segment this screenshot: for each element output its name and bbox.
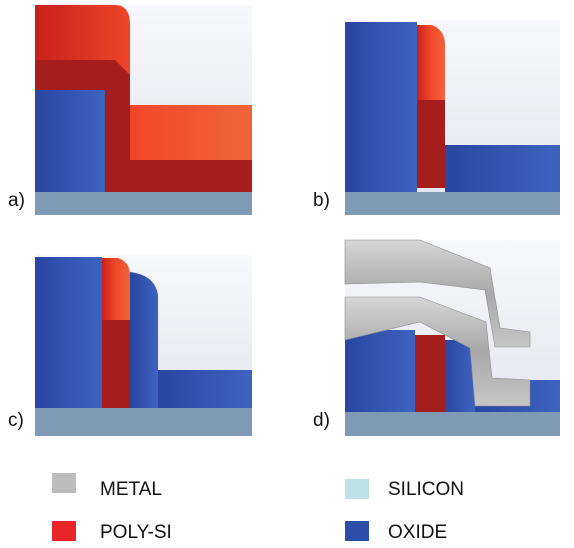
panel-a bbox=[35, 5, 252, 215]
panel-label: b) bbox=[313, 190, 330, 211]
panel-d bbox=[344, 239, 560, 436]
legend-swatch bbox=[345, 521, 369, 541]
legend-label: OXIDE bbox=[388, 522, 447, 543]
panel-label: d) bbox=[313, 410, 330, 431]
panel-c bbox=[35, 255, 252, 436]
panel-b bbox=[345, 20, 560, 215]
panel-label: a) bbox=[8, 190, 25, 211]
legend-swatch bbox=[52, 521, 76, 541]
legend-swatch bbox=[52, 473, 76, 493]
legend-label: METAL bbox=[100, 479, 162, 500]
legend-label: SILICON bbox=[388, 479, 464, 500]
legend-swatch bbox=[345, 479, 369, 499]
panel-label: c) bbox=[8, 410, 24, 431]
legend-label: POLY-SI bbox=[100, 522, 172, 543]
